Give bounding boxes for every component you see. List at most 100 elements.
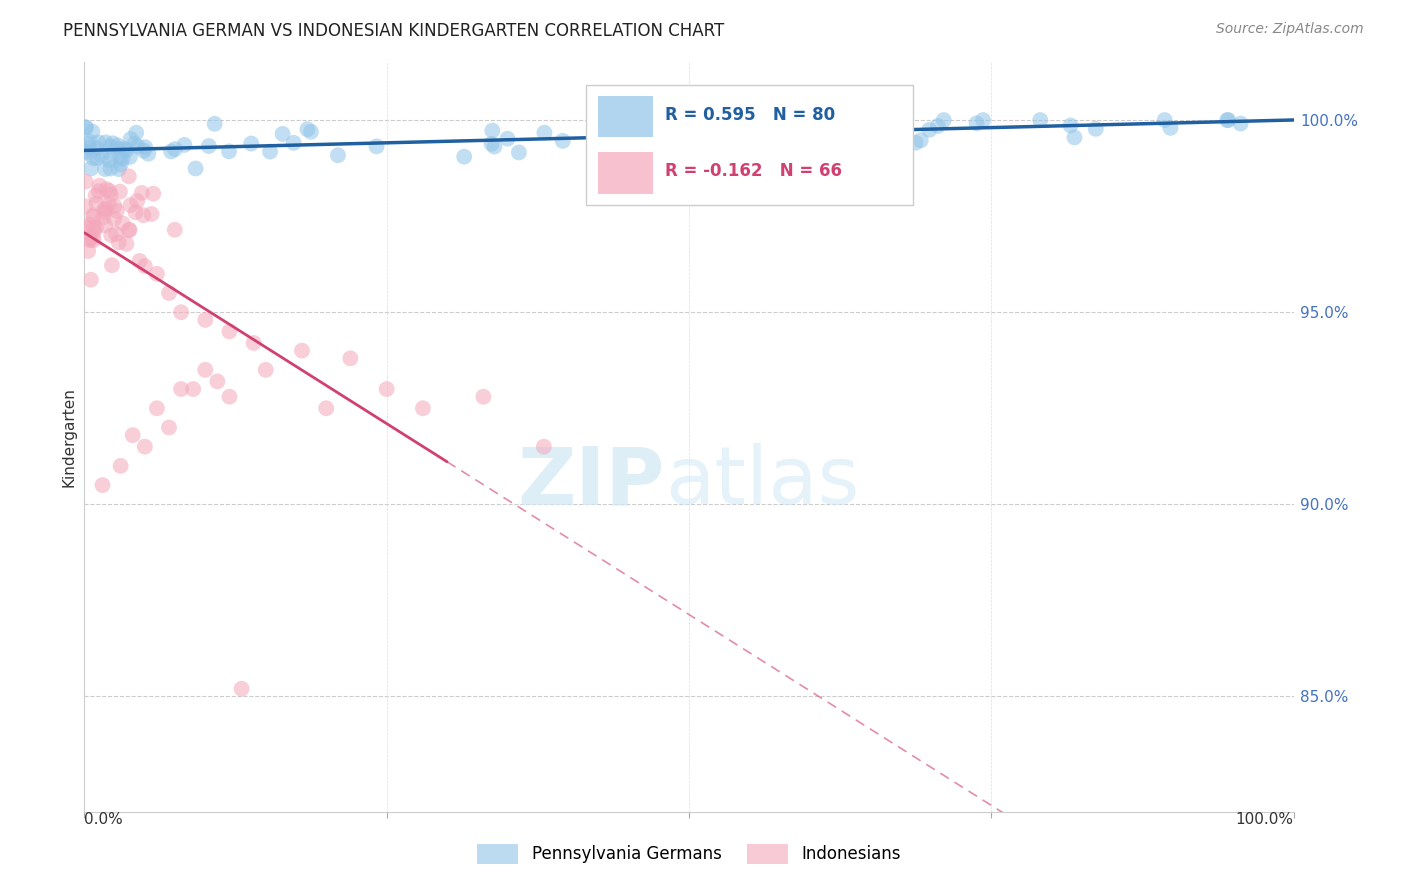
Point [75,120,97,135]
FancyBboxPatch shape [586,85,912,205]
Point [181,382,204,396]
Point [83,224,105,238]
Point [100,147,122,161]
Point [86,196,108,211]
Point [76,136,98,151]
Point [118,223,141,237]
Point [120,198,142,212]
Point [242,335,264,350]
Point [484,139,506,153]
Point [94,204,117,219]
Point [110,458,132,473]
Text: ZIP: ZIP [517,443,665,521]
Point [1229,117,1251,131]
Point [82,208,104,222]
Point [204,117,226,131]
Point [108,185,131,199]
Point [94,162,117,177]
Point [412,401,434,416]
Point [146,267,169,281]
Point [103,199,125,213]
Point [87,136,110,150]
Point [1153,113,1175,128]
Point [89,178,111,193]
Legend: Pennsylvania Germans, Indonesians: Pennsylvania Germans, Indonesians [470,838,908,871]
Point [254,363,277,377]
Point [79,232,101,246]
Point [110,157,132,171]
Y-axis label: Kindergarten: Kindergarten [60,387,76,487]
Text: atlas: atlas [665,443,859,521]
Point [551,134,574,148]
Point [173,137,195,152]
Point [218,325,240,339]
Point [194,313,217,327]
Point [73,145,96,159]
Point [184,161,207,176]
Point [326,148,349,162]
Point [782,128,804,143]
Point [131,186,153,200]
Point [472,390,495,404]
Point [82,220,104,235]
Point [76,145,98,160]
Point [1059,119,1081,133]
Point [96,182,118,196]
Point [762,115,785,129]
Point [107,162,129,177]
Point [927,119,949,133]
Point [127,194,149,208]
Point [121,428,143,442]
Point [75,199,97,213]
Point [932,113,955,128]
Point [1216,113,1239,128]
Text: 0.0%: 0.0% [84,812,124,827]
Point [82,229,104,244]
Point [533,440,555,454]
Point [80,273,103,287]
Point [90,148,112,162]
Point [79,218,101,232]
Point [904,136,927,150]
Point [100,161,122,176]
Point [134,440,156,454]
Point [125,126,148,140]
Point [157,285,180,300]
Point [101,258,124,272]
Point [118,169,141,184]
Point [453,150,475,164]
Point [84,220,107,235]
Text: Source: ZipAtlas.com: Source: ZipAtlas.com [1216,22,1364,37]
Point [118,150,141,164]
Point [918,123,941,137]
Point [339,351,361,366]
Point [100,139,122,153]
Point [141,207,163,221]
Point [93,202,115,217]
Point [77,141,100,155]
Point [79,135,101,149]
Point [100,228,122,243]
Point [128,254,150,268]
Point [291,343,314,358]
Point [100,187,122,202]
Point [134,259,156,273]
Point [115,144,138,158]
Point [83,210,105,224]
Point [160,145,183,159]
Point [94,219,117,233]
Point [496,131,519,145]
Point [759,122,782,136]
Point [366,139,388,153]
Point [315,401,337,416]
Point [107,138,129,153]
Point [86,141,108,155]
Point [1084,121,1107,136]
Point [972,113,994,128]
Point [1063,130,1085,145]
Point [111,216,134,230]
Point [127,139,149,153]
Point [105,203,128,218]
Point [1029,113,1052,128]
Point [197,139,219,153]
